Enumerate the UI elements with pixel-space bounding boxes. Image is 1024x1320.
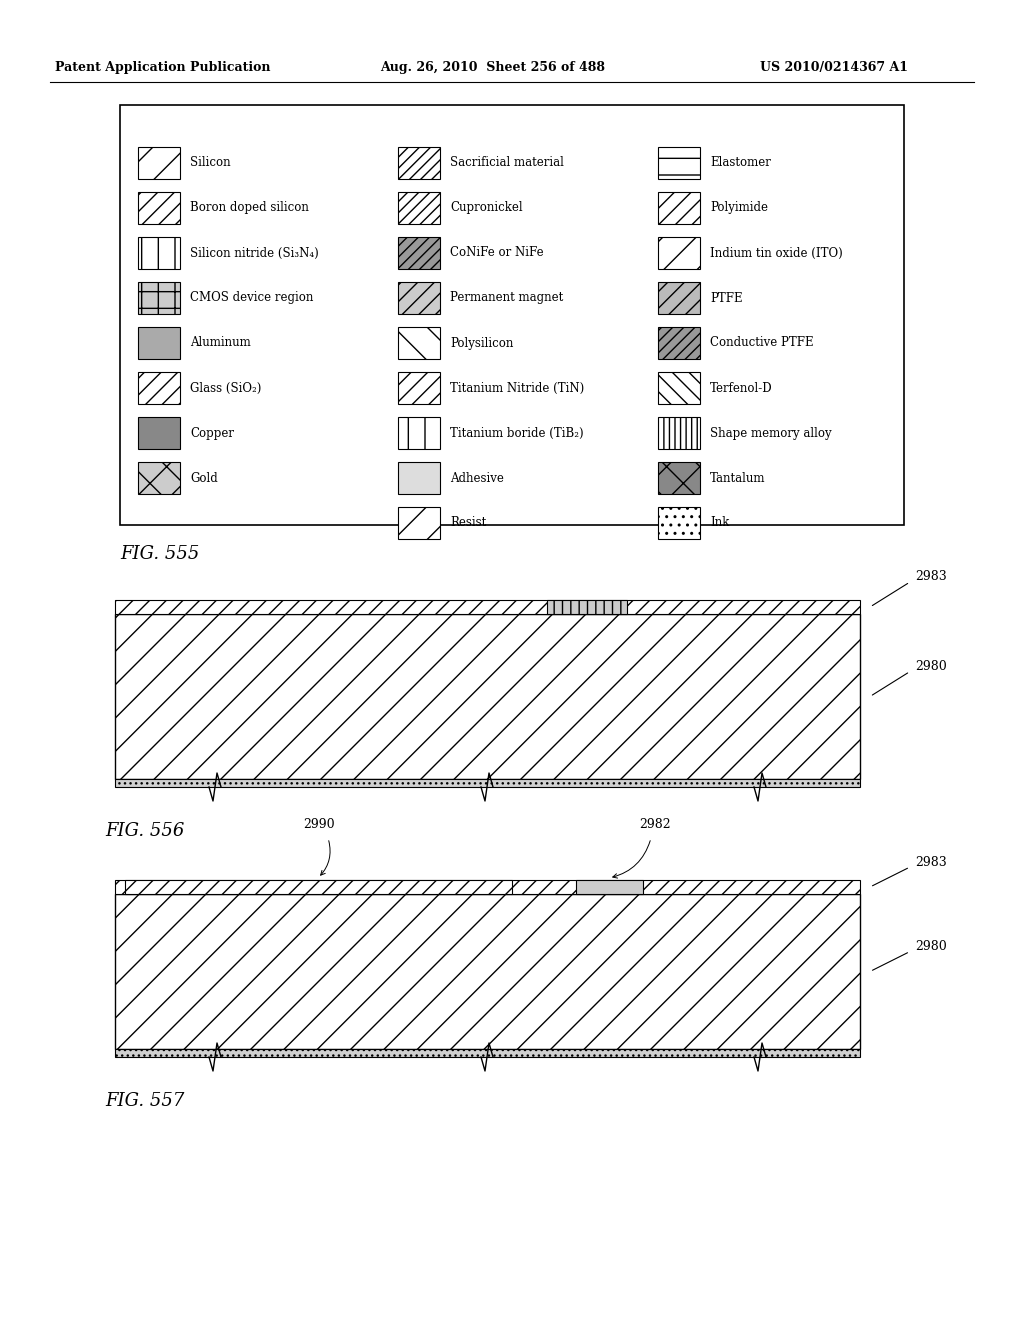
Bar [398, 462, 440, 494]
Text: Silicon nitride (Si₃N₄): Silicon nitride (Si₃N₄) [190, 247, 318, 260]
Bar [658, 327, 700, 359]
Bar [658, 417, 700, 449]
Text: Tantalum: Tantalum [710, 471, 766, 484]
Bar [658, 462, 700, 494]
Text: 2983: 2983 [915, 570, 947, 583]
Bar [125, 880, 512, 894]
Bar [398, 507, 440, 539]
Text: Cupronickel: Cupronickel [450, 202, 522, 214]
Bar [398, 327, 440, 359]
Bar [115, 880, 860, 894]
Text: Titanium boride (TiB₂): Titanium boride (TiB₂) [450, 426, 584, 440]
Text: Ink: Ink [710, 516, 729, 529]
Bar [658, 191, 700, 224]
Bar [115, 601, 860, 614]
Text: Aug. 26, 2010  Sheet 256 of 488: Aug. 26, 2010 Sheet 256 of 488 [380, 62, 605, 74]
Text: Silicon: Silicon [190, 157, 230, 169]
Text: Terfenol-D: Terfenol-D [710, 381, 773, 395]
Bar [398, 417, 440, 449]
Text: 2983: 2983 [915, 855, 947, 869]
Text: Patent Application Publication: Patent Application Publication [55, 62, 270, 74]
Text: Sacrificial material: Sacrificial material [450, 157, 564, 169]
Text: US 2010/0214367 A1: US 2010/0214367 A1 [760, 62, 908, 74]
Bar [547, 601, 627, 614]
Bar [398, 372, 440, 404]
Text: Copper: Copper [190, 426, 234, 440]
Text: Boron doped silicon: Boron doped silicon [190, 202, 309, 214]
Bar [575, 880, 643, 894]
Bar [120, 106, 904, 525]
Text: Aluminum: Aluminum [190, 337, 251, 350]
Bar [138, 282, 180, 314]
Bar [138, 372, 180, 404]
Bar [398, 282, 440, 314]
Bar [658, 282, 700, 314]
Bar [398, 147, 440, 180]
Bar [138, 191, 180, 224]
Text: Glass (SiO₂): Glass (SiO₂) [190, 381, 261, 395]
Bar [398, 191, 440, 224]
Bar [138, 327, 180, 359]
Text: Polyimide: Polyimide [710, 202, 768, 214]
Bar [658, 147, 700, 180]
Bar [138, 147, 180, 180]
Bar [658, 238, 700, 269]
Text: FIG. 555: FIG. 555 [120, 545, 200, 564]
Bar [658, 507, 700, 539]
Bar [115, 614, 860, 779]
Text: Shape memory alloy: Shape memory alloy [710, 426, 831, 440]
Bar [115, 779, 860, 787]
Text: FIG. 556: FIG. 556 [105, 822, 184, 840]
Text: 2980: 2980 [915, 940, 947, 953]
Text: 2980: 2980 [915, 660, 947, 673]
Bar [398, 238, 440, 269]
Text: 2982: 2982 [639, 818, 671, 832]
Text: Resist: Resist [450, 516, 486, 529]
Bar [138, 417, 180, 449]
Text: Permanent magnet: Permanent magnet [450, 292, 563, 305]
Text: FIG. 557: FIG. 557 [105, 1092, 184, 1110]
Bar [138, 462, 180, 494]
Bar [115, 1049, 860, 1057]
Text: Gold: Gold [190, 471, 218, 484]
Text: Indium tin oxide (ITO): Indium tin oxide (ITO) [710, 247, 843, 260]
Text: CMOS device region: CMOS device region [190, 292, 313, 305]
Bar [115, 894, 860, 1049]
Text: CoNiFe or NiFe: CoNiFe or NiFe [450, 247, 544, 260]
Text: 2990: 2990 [303, 818, 335, 832]
Bar [658, 372, 700, 404]
Text: Titanium Nitride (TiN): Titanium Nitride (TiN) [450, 381, 585, 395]
Text: Polysilicon: Polysilicon [450, 337, 513, 350]
Text: Adhesive: Adhesive [450, 471, 504, 484]
Bar [138, 238, 180, 269]
Text: Conductive PTFE: Conductive PTFE [710, 337, 814, 350]
Text: PTFE: PTFE [710, 292, 742, 305]
Text: Elastomer: Elastomer [710, 157, 771, 169]
